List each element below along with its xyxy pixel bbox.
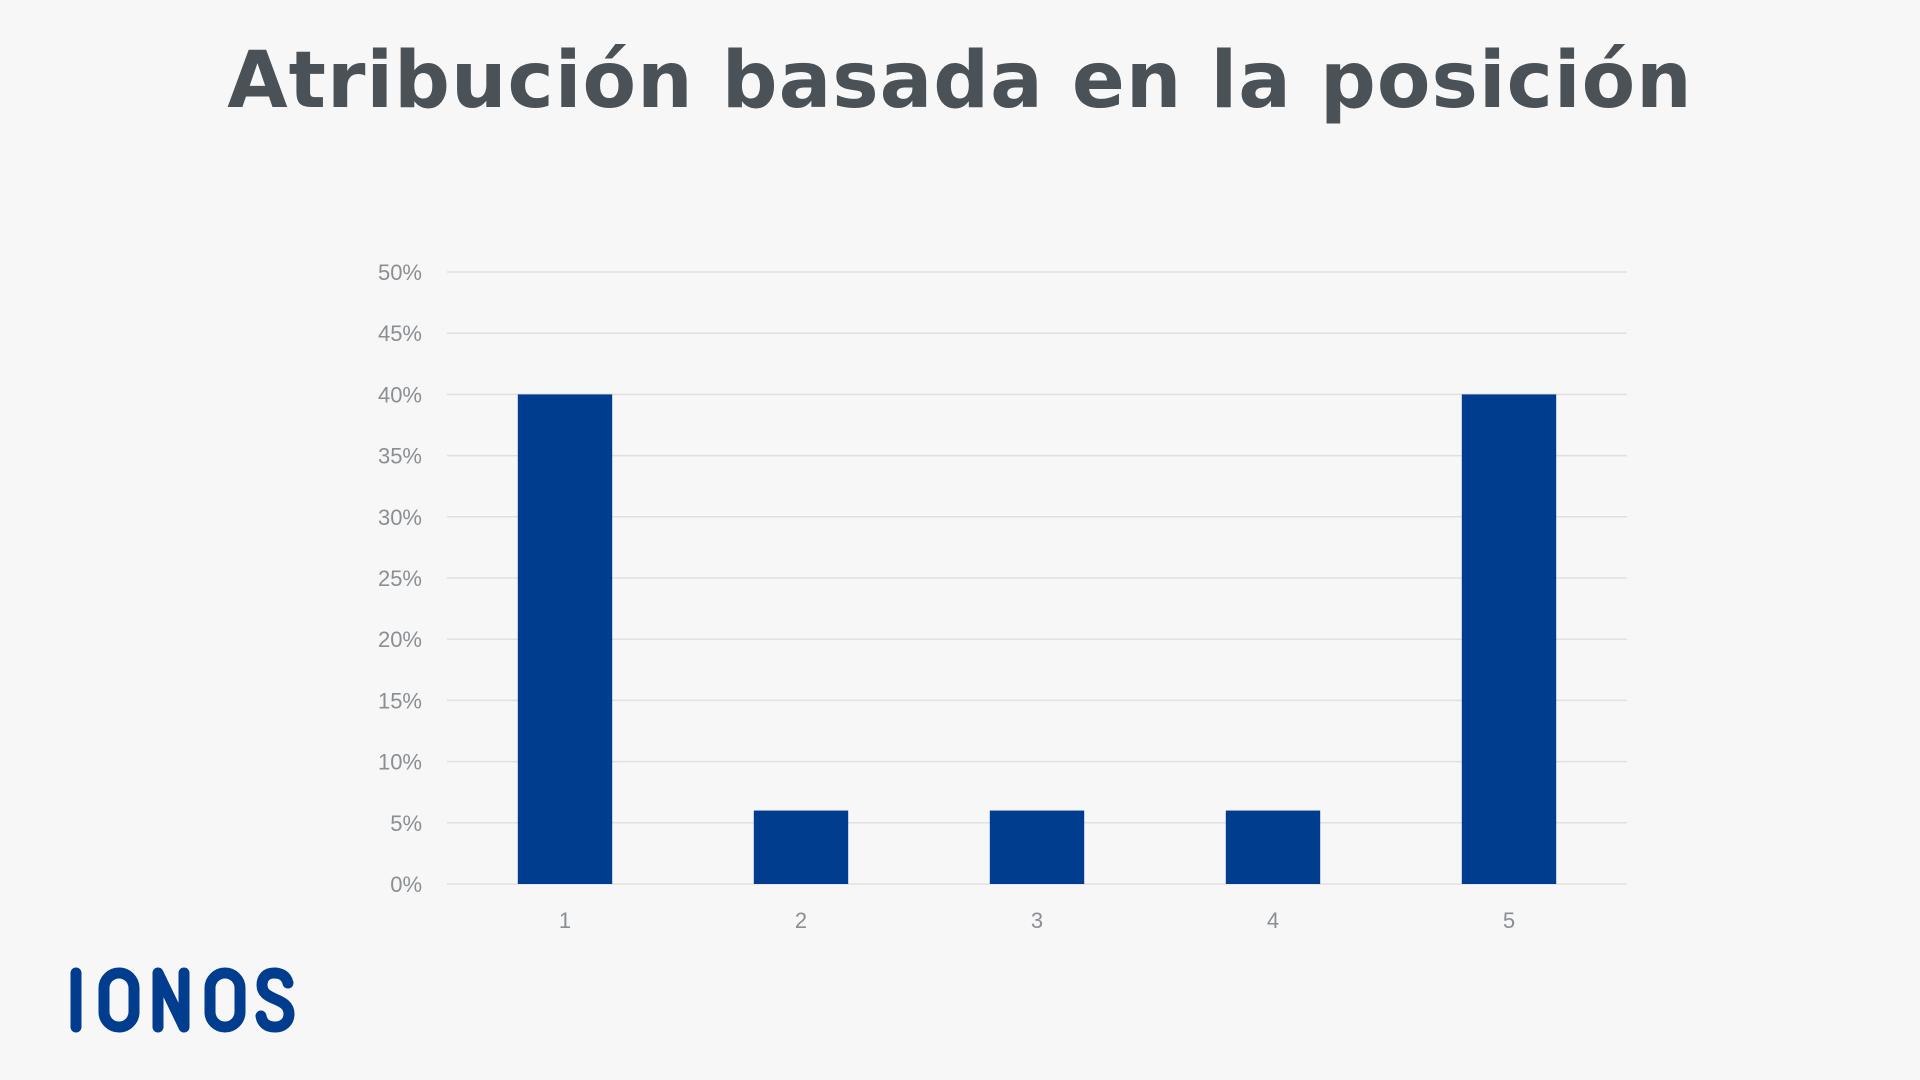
y-axis-ticks: 0% 5% 10% 15% 20% 25% 30% 35% 40% 45% 50%: [378, 260, 422, 897]
bar-3: [989, 810, 1085, 884]
y-tick-label: 40%: [378, 382, 422, 407]
x-tick-label: 5: [1503, 908, 1515, 933]
y-tick-label: 50%: [378, 260, 422, 285]
y-tick-label: 25%: [378, 566, 422, 591]
gridlines: [447, 271, 1627, 885]
y-tick-label: 30%: [378, 505, 422, 530]
x-tick-label: 3: [1031, 908, 1043, 933]
bar-4: [1225, 810, 1321, 884]
y-tick-label: 10%: [378, 750, 422, 775]
bars: [517, 394, 1557, 884]
y-tick-label: 45%: [378, 321, 422, 346]
bar-5: [1461, 394, 1557, 884]
bar-2: [753, 810, 849, 884]
x-axis-ticks: 1 2 3 4 5: [559, 908, 1515, 933]
bar-1: [517, 394, 613, 884]
x-tick-label: 2: [795, 908, 807, 933]
x-tick-label: 1: [559, 908, 571, 933]
x-tick-label: 4: [1267, 908, 1279, 933]
ionos-logo: [70, 967, 295, 1033]
y-tick-label: 35%: [378, 444, 422, 469]
chart-title: Atribución basada en la posición: [227, 36, 1693, 126]
y-tick-label: 20%: [378, 627, 422, 652]
y-tick-label: 5%: [390, 811, 422, 836]
y-tick-label: 0%: [390, 872, 422, 897]
y-tick-label: 15%: [378, 688, 422, 713]
